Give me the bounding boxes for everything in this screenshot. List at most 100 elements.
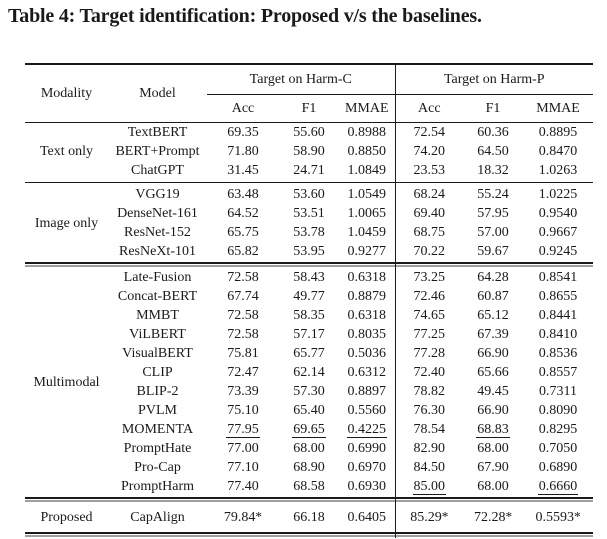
- col-header-modality: Modality: [25, 64, 108, 123]
- model-cell: ResNet-152: [124, 225, 191, 240]
- divider-cell: [25, 261, 395, 268]
- metric-cell: 0.8441: [538, 308, 578, 323]
- model-cell: PromptHate: [123, 441, 192, 456]
- divider-cell: [25, 496, 395, 503]
- metric-cell: 82.90: [394, 439, 464, 458]
- col-header-f1-harm-p: F1: [463, 94, 524, 123]
- divider-cell: [394, 180, 594, 185]
- metric-cell: 53.51: [293, 206, 325, 221]
- metric-cell: 59.67: [477, 244, 509, 259]
- metric-cell: 0.8090: [538, 403, 578, 418]
- table-row: DenseNet-161 64.52 53.51 1.0065 69.40 57.95 0.…: [25, 204, 593, 223]
- metric-cell: 0.9667: [538, 225, 578, 240]
- best-baseline-underline: 85.00: [412, 479, 447, 496]
- table-row: Text only TextBERT 69.35 55.60 0.8988 72.54 60…: [25, 122, 593, 159]
- table-row: PromptHarm 77.40 68.58 0.6930 85.00 68.00 0.66…: [25, 477, 593, 496]
- table-row: Multimodal Late-Fusion 72.58 58.43 0.6318 73.…: [25, 268, 593, 390]
- metric-cell: 53.95: [293, 244, 325, 259]
- section-divider-double: [25, 496, 594, 503]
- metric-cell: 65.12: [477, 308, 509, 323]
- metric-cell: 57.95: [477, 206, 509, 221]
- metric-cell: 72.58: [227, 270, 259, 285]
- table-row: Proposed CapAlign 79.84* 66.18 0.6405 85.29* 7…: [25, 503, 593, 531]
- metric-cell: 53.60: [293, 187, 325, 202]
- metric-cell: 53.78: [293, 225, 325, 240]
- model-cell: PVLM: [138, 403, 177, 418]
- metric-cell: 77.28: [394, 344, 464, 363]
- horizontal-rule: [395, 182, 594, 183]
- table-row: PromptHate 77.00 68.00 0.6990 82.90 68.00 0.70…: [25, 439, 593, 458]
- metric-cell: 68.24: [394, 185, 464, 204]
- metric-cell: 1.0263: [538, 163, 578, 178]
- horizontal-rule: [25, 497, 395, 502]
- metric-cell: 66.18: [293, 509, 325, 525]
- best-baseline-underline: 77.95: [226, 422, 260, 439]
- metric-cell: 57.30: [293, 384, 325, 399]
- horizontal-rule: [395, 497, 594, 502]
- horizontal-rule: [395, 262, 594, 267]
- metric-cell: 72.58: [227, 327, 259, 342]
- metric-cell: 57.00: [477, 225, 509, 240]
- model-cell: TextBERT: [127, 125, 188, 140]
- divider-cell: [25, 180, 395, 185]
- model-cell: MOMENTA: [121, 422, 194, 437]
- table-row: ViLBERT 72.58 57.17 0.8035 77.25 67.39 0.8410: [25, 325, 593, 344]
- metric-cell: 72.46: [394, 287, 464, 306]
- metric-cell: 77.95: [207, 420, 279, 439]
- metric-cell: 0.4225: [339, 420, 395, 439]
- metric-cell: 66.90: [477, 403, 509, 418]
- model-cell: CLIP: [142, 365, 173, 380]
- group-header-harm-p: Target on Harm-P: [394, 64, 594, 95]
- metric-cell: 0.6318: [347, 270, 387, 285]
- results-table: Modality Model Target on Harm-C Target o…: [25, 63, 594, 538]
- metric-cell: 58.35: [293, 308, 325, 323]
- metric-cell: 0.8541: [538, 270, 578, 285]
- modality-cell: Text only: [39, 144, 94, 159]
- metric-cell: 72.58: [227, 308, 259, 323]
- metric-cell: 74.20: [394, 142, 464, 161]
- table-header: Modality Model Target on Harm-C Target o…: [25, 64, 594, 123]
- significance-star: *: [255, 509, 263, 524]
- metric-cell: 76.30: [394, 401, 464, 420]
- metric-cell: 77.25: [394, 325, 464, 344]
- metric-cell: 0.6660: [523, 477, 593, 496]
- metric-cell: 1.0225: [538, 187, 578, 202]
- table-row: ResNeXt-101 65.82 53.95 0.9277 70.22 59.67 0.9…: [25, 242, 593, 261]
- model-cell: ChatGPT: [131, 163, 184, 178]
- metric-cell: 49.77: [293, 289, 325, 304]
- section-divider-single: [25, 180, 594, 185]
- significance-star: *: [441, 509, 449, 524]
- table-row: ResNet-152 65.75 53.78 1.0459 68.75 57.00 0.96…: [25, 223, 593, 242]
- metric-cell: 0.8988: [347, 125, 387, 140]
- metric-cell: 64.50: [477, 144, 509, 159]
- significance-star: *: [505, 509, 513, 524]
- table-body: Text only TextBERT 69.35 55.60 0.8988 72.54 60…: [25, 122, 594, 538]
- metric-cell: 1.0849: [347, 163, 387, 178]
- table-row: ChatGPT 31.45 24.71 1.0849 23.53 18.32 1.0263: [25, 161, 593, 180]
- table-row: BERT+Prompt 71.80 58.90 0.8850 74.20 64.50 0.8…: [25, 142, 593, 161]
- metric-cell: 57.17: [293, 327, 325, 342]
- metric-cell: 73.39: [227, 384, 259, 399]
- metric-cell: 73.25: [394, 268, 464, 287]
- model-cell: DenseNet-161: [117, 206, 198, 221]
- table-row: CLIP 72.47 62.14 0.6312 72.40 65.66 0.8557: [25, 363, 593, 382]
- metric-cell: 0.8655: [538, 289, 578, 304]
- metric-cell: 0.8557: [538, 365, 578, 380]
- metric-cell: 67.39: [477, 327, 509, 342]
- metric-cell: 68.00: [477, 441, 509, 456]
- metric-cell: 1.0549: [347, 187, 387, 202]
- metric-cell: 0.8035: [347, 327, 387, 342]
- metric-header-row: Acc F1 MMAE Acc F1 MMAE: [25, 94, 594, 123]
- metric-cell: 58.90: [293, 144, 325, 159]
- metric-cell: 0.6970: [347, 460, 387, 475]
- metric-cell: 0.8410: [538, 327, 578, 342]
- metric-cell: 23.53: [394, 161, 464, 180]
- table-row: BLIP-2 73.39 57.30 0.8897 78.82 49.45 0.7311: [25, 382, 593, 401]
- metric-cell: 58.43: [293, 270, 325, 285]
- metric-cell: 0.8879: [347, 289, 387, 304]
- table-row: PVLM 75.10 65.40 0.5560 76.30 66.90 0.8090: [25, 401, 593, 420]
- metric-cell: 68.00: [293, 441, 325, 456]
- metric-cell: 79.84*: [223, 509, 263, 525]
- model-cell: CapAlign: [130, 509, 185, 525]
- table-container: Modality Model Target on Harm-C Target o…: [25, 63, 594, 538]
